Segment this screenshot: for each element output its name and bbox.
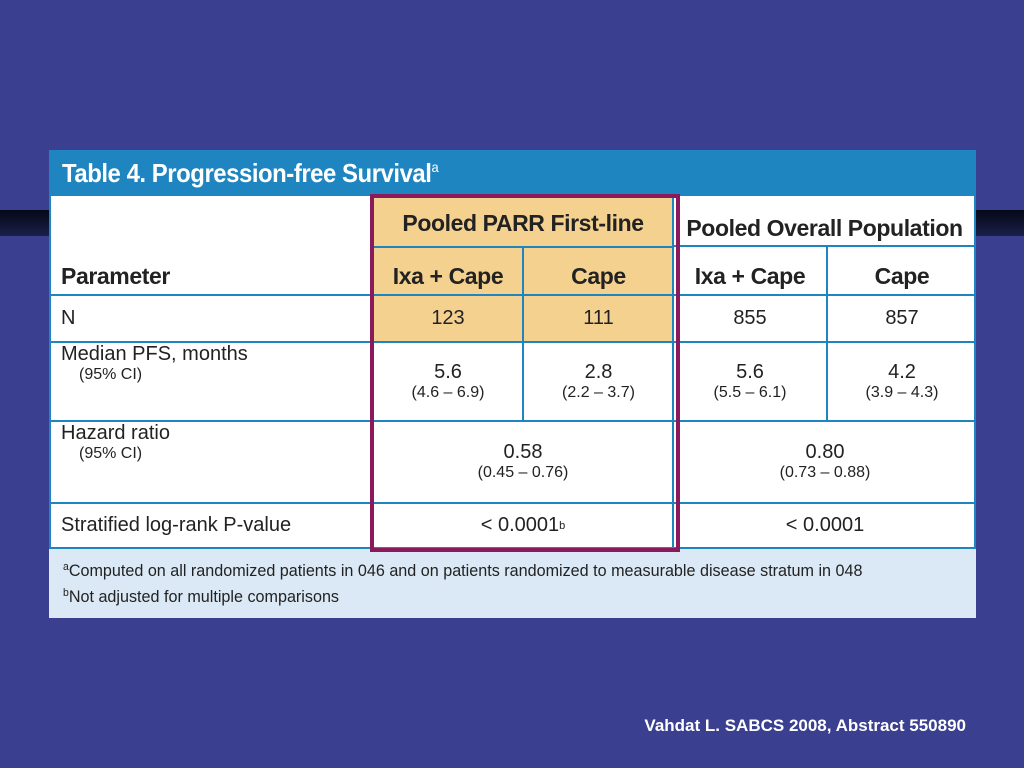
hazard-ratio-ci: (0.73 – 0.88) <box>779 464 871 482</box>
divider <box>974 196 976 549</box>
median-pfs-cell: 5.6 (5.5 – 6.1) <box>674 343 826 420</box>
parameter-header: Parameter <box>61 262 170 289</box>
table-footnotes: aComputed on all randomized patients in … <box>49 549 976 618</box>
p-value-cell-parr: < 0.0001 b <box>373 504 673 547</box>
row-label-hazard-ratio: Hazard ratio (95% CI) <box>49 422 381 502</box>
hazard-ratio-value: 0.58 <box>503 441 543 464</box>
row-label-median-pfs: Median PFS, months (95% CI) <box>49 343 381 420</box>
hazard-ratio-ci: (0.45 – 0.76) <box>477 464 569 482</box>
divider <box>49 502 976 504</box>
footnote-marker: a <box>63 561 69 573</box>
n-value: 855 <box>733 307 767 329</box>
median-pfs-cell: 5.6 (4.6 – 6.9) <box>373 343 523 420</box>
citation: Vahdat L. SABCS 2008, Abstract 550890 <box>644 716 966 735</box>
median-pfs-cell: 4.2 (3.9 – 4.3) <box>828 343 976 420</box>
median-pfs-cell: 2.8 (2.2 – 3.7) <box>524 343 673 420</box>
divider <box>673 245 976 247</box>
divider <box>826 245 828 422</box>
median-pfs-value: 4.2 <box>888 360 916 383</box>
p-value-cell-overall: < 0.0001 <box>674 504 976 547</box>
table-title: Table 4. Progression-free Survivala <box>62 158 439 189</box>
row-label-n: N <box>61 307 76 329</box>
p-value: < 0.0001 <box>480 514 560 536</box>
row-label-p-value: Stratified log-rank P-value <box>61 514 292 536</box>
divider <box>672 196 674 549</box>
p-value: < 0.0001 <box>785 514 865 536</box>
table-title-text: Table 4. Progression-free Survival <box>62 158 432 188</box>
hazard-ratio-sublabel: (95% CI) <box>79 445 143 462</box>
median-pfs-value: 5.6 <box>736 360 764 383</box>
divider <box>49 420 976 422</box>
group-header-parr: Pooled PARR First-line <box>402 209 644 236</box>
col-header-parr-ixa-cape: Ixa + Cape <box>392 262 504 289</box>
median-pfs-value: 5.6 <box>434 360 462 383</box>
median-pfs-ci: (4.6 – 6.9) <box>411 383 485 401</box>
hazard-ratio-cell-overall: 0.80 (0.73 – 0.88) <box>674 422 976 502</box>
hazard-ratio-value: 0.80 <box>805 441 845 464</box>
divider <box>49 294 976 296</box>
p-value-footnote-marker: b <box>559 519 566 532</box>
footnote-marker: b <box>63 587 69 599</box>
divider <box>49 341 976 343</box>
divider <box>522 246 524 422</box>
title-footnote-marker: a <box>431 159 439 175</box>
footnote-text: Not adjusted for multiple comparisons <box>68 587 340 606</box>
median-pfs-sublabel: (95% CI) <box>79 366 143 383</box>
footnote: bNot adjusted for multiple comparisons <box>63 587 339 607</box>
col-header-parr-cape: Cape <box>571 262 626 289</box>
table-title-bar: Table 4. Progression-free Survivala <box>49 150 976 196</box>
parr-highlight-frame <box>370 194 680 552</box>
median-pfs-label: Median PFS, months <box>61 343 248 365</box>
col-header-overall-cape: Cape <box>874 262 930 289</box>
n-value: 857 <box>885 307 919 329</box>
median-pfs-ci: (3.9 – 4.3) <box>865 383 939 401</box>
divider <box>49 196 51 549</box>
n-value: 111 <box>583 307 614 329</box>
group-header-overall: Pooled Overall Population <box>686 214 963 241</box>
median-pfs-value: 2.8 <box>584 360 613 383</box>
col-header-overall-ixa-cape: Ixa + Cape <box>694 262 806 289</box>
hazard-ratio-cell-parr: 0.58 (0.45 – 0.76) <box>373 422 673 502</box>
median-pfs-ci: (5.5 – 6.1) <box>713 383 787 401</box>
footnote: aComputed on all randomized patients in … <box>63 561 862 581</box>
hazard-ratio-label: Hazard ratio <box>61 422 170 444</box>
n-value: 123 <box>431 307 465 329</box>
median-pfs-ci: (2.2 – 3.7) <box>562 383 635 401</box>
footnote-text: Computed on all randomized patients in 0… <box>68 561 863 580</box>
table-panel: Table 4. Progression-free Survivala Pool… <box>49 150 976 618</box>
